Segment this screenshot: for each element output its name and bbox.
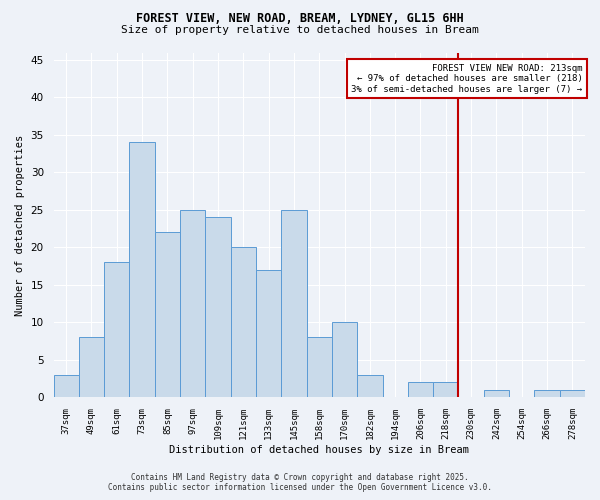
Bar xyxy=(433,382,458,398)
Bar xyxy=(180,210,205,398)
Bar xyxy=(53,375,79,398)
Bar xyxy=(357,375,383,398)
Bar xyxy=(155,232,180,398)
Bar xyxy=(130,142,155,398)
Bar xyxy=(205,218,230,398)
Bar xyxy=(332,322,357,398)
Bar xyxy=(104,262,130,398)
Bar xyxy=(230,248,256,398)
Bar xyxy=(256,270,281,398)
X-axis label: Distribution of detached houses by size in Bream: Distribution of detached houses by size … xyxy=(169,445,469,455)
Bar xyxy=(79,338,104,398)
Bar xyxy=(535,390,560,398)
Text: FOREST VIEW NEW ROAD: 213sqm
← 97% of detached houses are smaller (218)
3% of se: FOREST VIEW NEW ROAD: 213sqm ← 97% of de… xyxy=(352,64,583,94)
Text: FOREST VIEW, NEW ROAD, BREAM, LYDNEY, GL15 6HH: FOREST VIEW, NEW ROAD, BREAM, LYDNEY, GL… xyxy=(136,12,464,26)
Text: Size of property relative to detached houses in Bream: Size of property relative to detached ho… xyxy=(121,25,479,35)
Y-axis label: Number of detached properties: Number of detached properties xyxy=(15,134,25,316)
Bar xyxy=(484,390,509,398)
Bar xyxy=(560,390,585,398)
Bar xyxy=(408,382,433,398)
Bar xyxy=(307,338,332,398)
Text: Contains HM Land Registry data © Crown copyright and database right 2025.
Contai: Contains HM Land Registry data © Crown c… xyxy=(108,473,492,492)
Bar xyxy=(281,210,307,398)
